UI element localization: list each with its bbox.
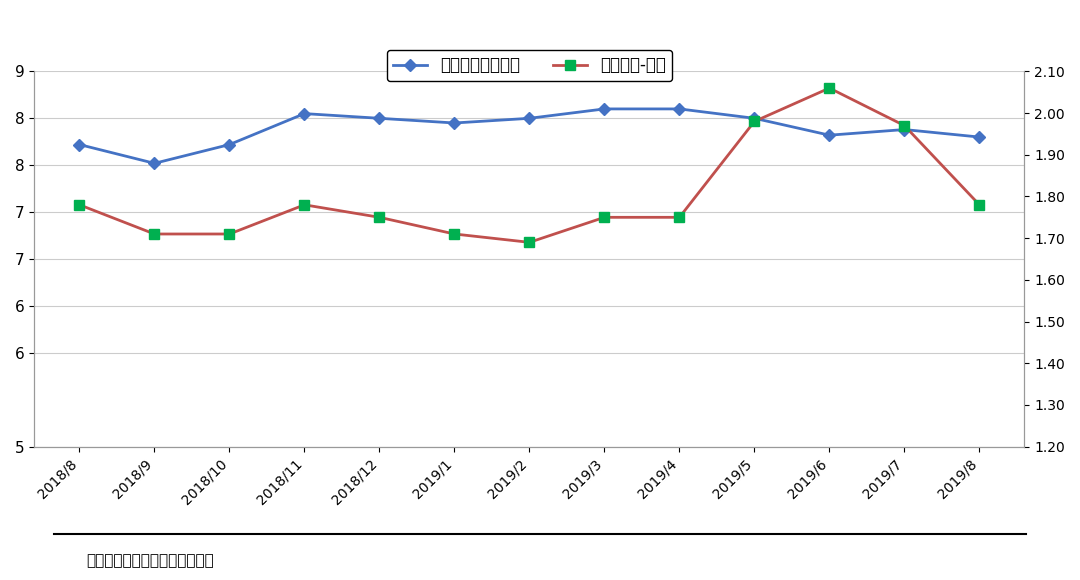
平均期限-右轴: [897, 122, 910, 129]
平均期限-右轴: [673, 214, 686, 221]
平均预期年收益率: [523, 115, 536, 122]
平均期限-右轴: [298, 201, 311, 208]
平均期限-右轴: [523, 239, 536, 246]
平均期限-右轴: [598, 214, 611, 221]
平均预期年收益率: [73, 141, 86, 148]
平均期限-右轴: [448, 230, 461, 237]
平均预期年收益率: [823, 132, 836, 139]
平均预期年收益率: [448, 119, 461, 126]
平均期限-右轴: [222, 230, 235, 237]
平均预期年收益率: [373, 115, 386, 122]
平均预期年收益率: [222, 141, 235, 148]
Line: 平均预期年收益率: 平均预期年收益率: [76, 105, 984, 168]
平均期限-右轴: [73, 201, 86, 208]
平均预期年收益率: [148, 160, 161, 167]
平均期限-右轴: [373, 214, 386, 221]
平均预期年收益率: [748, 115, 761, 122]
Legend: 平均预期年收益率, 平均期限-右轴: 平均预期年收益率, 平均期限-右轴: [387, 50, 673, 81]
平均期限-右轴: [748, 118, 761, 125]
平均预期年收益率: [897, 126, 910, 133]
平均预期年收益率: [673, 106, 686, 113]
Text: 数据来源：用益金融信托研究院: 数据来源：用益金融信托研究院: [86, 553, 214, 568]
Line: 平均期限-右轴: 平均期限-右轴: [75, 83, 984, 247]
平均期限-右轴: [823, 85, 836, 92]
平均预期年收益率: [598, 106, 611, 113]
平均期限-右轴: [973, 201, 986, 208]
平均预期年收益率: [298, 110, 311, 117]
平均期限-右轴: [148, 230, 161, 237]
平均预期年收益率: [973, 133, 986, 140]
